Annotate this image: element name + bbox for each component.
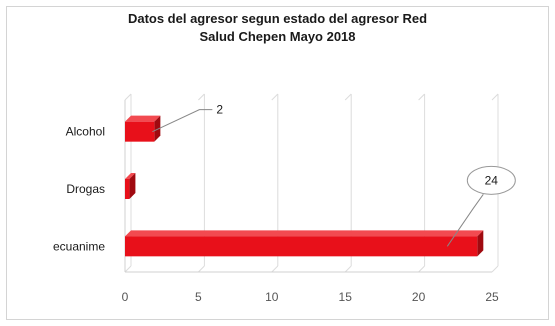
category-label-ecuanime: ecuanime [53, 239, 105, 253]
bar-side-ecuanime [477, 230, 484, 257]
chart-title-line-1: Datos del agresor segun estado del agres… [127, 11, 428, 26]
data-label-leader-ecuanime [446, 194, 484, 247]
chart-title-line-2: Salud Chepen Mayo 2018 [199, 29, 356, 44]
gridline-floor-20 [418, 265, 425, 273]
x-tick-label-15: 15 [339, 290, 353, 304]
gridline-top-10 [271, 93, 279, 101]
chart-title: Datos del agresor segun estado del agres… [0, 10, 555, 46]
gridline-top-0 [124, 93, 132, 101]
gridline-top-25 [491, 93, 499, 101]
bar-ecuanime [125, 236, 478, 257]
category-label-alcohol: Alcohol [66, 125, 105, 139]
x-tick-label-0: 0 [122, 290, 129, 304]
bar-alcohol [125, 121, 155, 142]
bar-side-alcohol [154, 115, 161, 142]
gridline-floor-15 [344, 265, 352, 273]
bar-top-ecuanime [125, 230, 484, 237]
data-label-ecuanime: 24 [485, 173, 499, 187]
bar-top-alcohol [125, 115, 161, 122]
bar-top-drogas [125, 173, 136, 179]
bar-side-drogas [129, 173, 136, 199]
x-tick-label-5: 5 [195, 290, 202, 304]
gridline-top-20 [418, 93, 425, 101]
x-tick-label-10: 10 [265, 290, 279, 304]
gridline-floor-5 [198, 265, 205, 273]
gridline-top-15 [344, 93, 352, 101]
category-label-drogas: Drogas [66, 182, 105, 196]
gridline-floor-10 [271, 265, 279, 273]
x-tick-label-20: 20 [412, 290, 426, 304]
gridline-floor-0 [124, 265, 132, 273]
data-label-leader-alcohol [152, 109, 213, 133]
data-label-alcohol: 2 [216, 103, 223, 117]
data-label-bubble-ecuanime [466, 165, 516, 195]
gridline-floor-25 [491, 265, 499, 273]
bar-drogas [125, 179, 130, 199]
x-tick-label-25: 25 [485, 290, 499, 304]
gridline-top-5 [198, 93, 205, 101]
